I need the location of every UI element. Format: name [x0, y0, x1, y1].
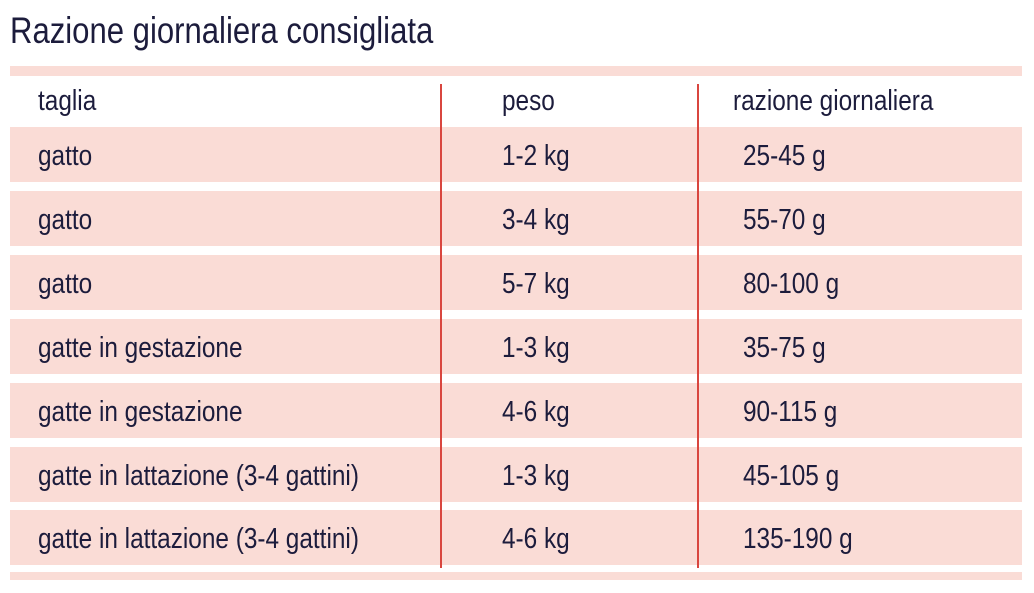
cell: 90-115 g [743, 396, 838, 428]
cell: 1-3 kg [502, 460, 570, 492]
cell: 4-6 kg [502, 523, 570, 555]
row-band [10, 127, 1022, 182]
row-band [10, 383, 1022, 438]
column-header: taglia [38, 85, 97, 117]
cell: gatto [38, 268, 93, 300]
cell: gatte in lattazione (3-4 gattini) [38, 523, 359, 555]
cell: 35-75 g [743, 332, 826, 364]
cell: 4-6 kg [502, 396, 570, 428]
column-divider [697, 84, 699, 568]
cell: 5-7 kg [502, 268, 570, 300]
cell: gatto [38, 140, 93, 172]
cell: 80-100 g [743, 268, 840, 300]
column-header: razione giornaliera [733, 85, 934, 117]
column-header: peso [502, 85, 555, 117]
cell: 1-3 kg [502, 332, 570, 364]
column-divider [440, 84, 442, 568]
cell: gatto [38, 204, 93, 236]
top-band [10, 66, 1022, 76]
cell: gatte in gestazione [38, 396, 243, 428]
cell: 3-4 kg [502, 204, 570, 236]
cell: gatte in lattazione (3-4 gattini) [38, 460, 359, 492]
cell: gatte in gestazione [38, 332, 243, 364]
title: Razione giornaliera consigliata [10, 10, 434, 51]
bottom-band [10, 572, 1022, 580]
row-band [10, 447, 1022, 502]
row-band [10, 319, 1022, 374]
row-band [10, 191, 1022, 246]
cell: 135-190 g [743, 523, 853, 555]
cell: 25-45 g [743, 140, 826, 172]
row-band [10, 255, 1022, 310]
cell: 1-2 kg [502, 140, 570, 172]
cell: 45-105 g [743, 460, 840, 492]
row-band [10, 510, 1022, 565]
cell: 55-70 g [743, 204, 826, 236]
